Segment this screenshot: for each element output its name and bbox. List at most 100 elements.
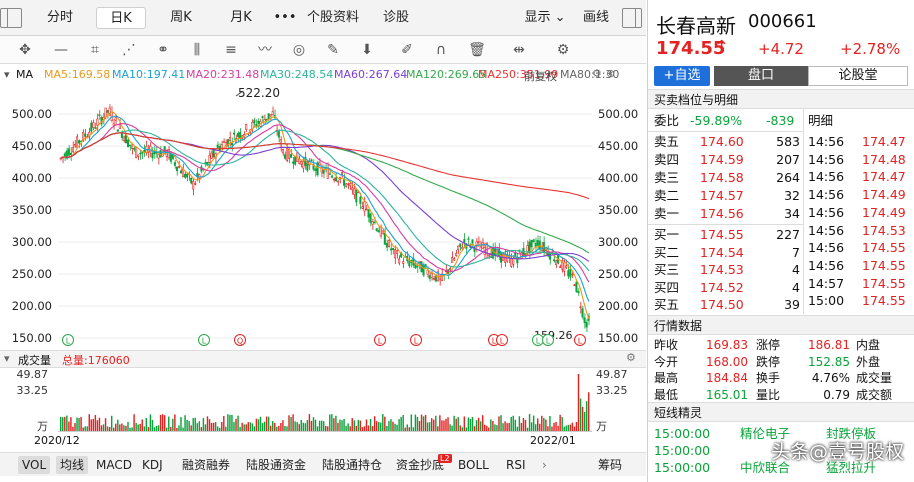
signal-marker-icon[interactable] (374, 334, 386, 346)
tab-hk-flow[interactable]: 陆股通资金 (246, 458, 307, 472)
y-axis-right-tick: 400.00 (598, 171, 638, 185)
cycle-tool-icon[interactable]: ◎ (292, 42, 306, 58)
candle-body (133, 148, 136, 150)
volume-bar (249, 422, 252, 432)
vol-toggle-icon[interactable]: ▾ (4, 352, 10, 365)
fan-tool-icon[interactable]: ⋰ (122, 42, 136, 58)
tab-diagnosis[interactable]: 诊股 (382, 10, 409, 25)
tab-kdj[interactable]: KDJ (142, 458, 163, 472)
divider (648, 224, 803, 225)
candle-body (538, 240, 541, 250)
volume-bar (141, 419, 143, 432)
candle-body (106, 110, 109, 113)
add-watchlist-button[interactable]: +自选 (654, 66, 710, 86)
candle-body (294, 155, 297, 165)
volume-bar (545, 419, 547, 432)
parallel-tool-icon[interactable]: ⫼ (193, 42, 201, 58)
chip-button[interactable]: 筹码 (598, 458, 623, 472)
resize-icon[interactable]: ⇹ (513, 42, 525, 58)
more-tab[interactable]: ••• (273, 10, 297, 25)
volume-bar (543, 417, 545, 432)
tab-boll[interactable]: BOLL (458, 458, 489, 472)
divider (648, 131, 803, 132)
volume-bar (339, 419, 341, 432)
display-dropdown[interactable]: 显示 ⌄ (520, 7, 570, 29)
candle-body (302, 160, 305, 169)
tab-intraday[interactable]: 分时 (46, 10, 73, 25)
volume-bar (433, 419, 435, 432)
candle-body (575, 281, 578, 292)
tab-monthly-k[interactable]: 月K (230, 10, 252, 25)
tab-margin[interactable]: 融资融券 (182, 458, 231, 472)
volume-bar (537, 418, 539, 432)
volume-bar (435, 415, 437, 432)
volume-bar (157, 425, 160, 432)
signal-marker-icon[interactable] (542, 334, 554, 346)
wave-tool-icon[interactable]: 〰 (258, 42, 272, 58)
magnet-icon[interactable]: ∩ (435, 42, 447, 58)
signal-marker-icon[interactable] (62, 334, 74, 346)
volume-bar (80, 416, 82, 432)
volume-bar (498, 416, 500, 432)
signal-marker-icon[interactable] (198, 334, 210, 346)
tab-stock-profile[interactable]: 个股资料 (306, 10, 359, 25)
volume-bar (457, 417, 459, 432)
volume-chart[interactable]: 49.87 33.25 万 49.87 33.25 万 (0, 368, 646, 432)
tab-orderbook[interactable]: 盘口 (714, 66, 808, 86)
signal-marker-icon[interactable] (574, 334, 586, 346)
market-a: 今开 (654, 354, 679, 369)
candle-body (326, 168, 329, 179)
tab-ma[interactable]: 均线 (56, 456, 89, 474)
candle-body (571, 273, 574, 276)
tab-forum[interactable]: 论股堂 (808, 66, 908, 86)
tab-macd[interactable]: MACD (96, 458, 132, 472)
trash-icon[interactable]: 🗑 (468, 42, 486, 58)
pen-tool-icon[interactable]: ✎ (327, 42, 339, 58)
vol-settings-gear-icon[interactable]: ⚙ (626, 351, 636, 364)
tab-rsi[interactable]: RSI (506, 458, 526, 472)
kline-chart[interactable]: 500.00 450.00 400.00 350.00 300.00 250.00 200.… (0, 84, 646, 354)
ma-settings-gear-icon[interactable]: ⚙ (592, 67, 602, 80)
ma-close-icon[interactable]: ⊗ (606, 67, 616, 80)
tab-weekly-k[interactable]: 周K (170, 10, 192, 25)
candle-body (312, 164, 315, 170)
date-end: 2022/01 (530, 434, 576, 447)
signal-marker-icon[interactable] (496, 334, 508, 346)
panel-toggle-icon[interactable] (622, 8, 642, 28)
tab-bottom-fishing[interactable]: 资金抄底 (396, 458, 445, 472)
volume-bar (351, 418, 353, 432)
link-tool-icon[interactable]: ⚭ (157, 42, 169, 58)
crop-tool-icon[interactable]: ⌗ (91, 42, 99, 58)
volume-bar (327, 426, 329, 432)
tab-vol[interactable]: VOL (18, 456, 51, 474)
adjust-label[interactable]: 前复权 (524, 70, 557, 83)
draw-line-button[interactable]: 画线 (582, 10, 609, 25)
candle-body (369, 213, 372, 223)
indicator-tabs: VOL 均线 MACD KDJ 融资融券 陆股通资金 陆股通持仓 资金抄底 L2… (0, 452, 646, 476)
tab-hk-holding[interactable]: 陆股通持仓 (322, 458, 383, 472)
eraser-icon[interactable]: ✐ (401, 42, 413, 58)
volume-bar (322, 421, 325, 432)
candle-body (90, 122, 93, 132)
volume-bar (563, 426, 565, 432)
ma-toggle-icon[interactable]: ▾ (4, 68, 10, 81)
market-c: 内盘 (856, 338, 881, 352)
volume-bar (375, 421, 378, 432)
tick-price: 174.49 (862, 204, 906, 220)
bid-label: 买四 (654, 279, 680, 295)
signal-marker-icon[interactable] (410, 334, 422, 346)
ask-volume: 207 (776, 152, 800, 167)
sidebar-toggle-icon[interactable] (0, 8, 22, 28)
volume-bar (412, 427, 415, 432)
fib-tool-icon[interactable]: ≡ (225, 42, 237, 58)
signal-marker-icon[interactable] (234, 334, 246, 346)
chevron-right-icon[interactable]: › (542, 458, 547, 472)
candle-body (228, 137, 231, 142)
line-tool-icon[interactable]: — (54, 42, 68, 58)
crosshair-icon[interactable]: ✥ (19, 42, 31, 58)
candle-body (583, 317, 586, 324)
tick-price: 174.55 (862, 275, 906, 291)
settings-gear-icon[interactable]: ⚙ (556, 42, 570, 58)
tab-daily-k[interactable]: 日K (96, 7, 146, 29)
arrow-down-icon[interactable]: ⬇ (361, 42, 373, 58)
